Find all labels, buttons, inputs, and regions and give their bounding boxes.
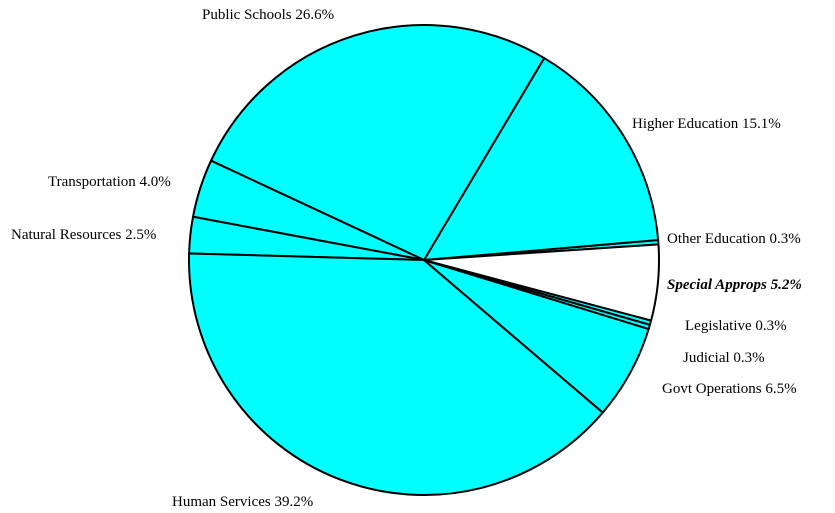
slice-label-human-services: Human Services 39.2% — [172, 494, 313, 510]
slice-label-natural-resources: Natural Resources 2.5% — [11, 227, 156, 243]
pie-slices — [188, 24, 660, 496]
slice-label-public-schools: Public Schools 26.6% — [202, 7, 334, 23]
pie-slice-higher-education — [423, 57, 660, 261]
slice-label-special-approps: Special Approps 5.2% — [667, 277, 802, 293]
pie-slice-human-services — [188, 252, 604, 496]
slice-label-transportation: Transportation 4.0% — [48, 174, 171, 190]
slice-label-higher-education: Higher Education 15.1% — [632, 116, 781, 132]
slice-label-legislative: Legislative 0.3% — [685, 318, 787, 334]
slice-label-other-education: Other Education 0.3% — [667, 231, 801, 247]
pie-slice-public-schools — [210, 24, 546, 261]
pie-slice-special-approps — [423, 243, 660, 322]
slice-label-govt-operations: Govt Operations 6.5% — [662, 381, 797, 397]
pie-labels: Other Education 0.3% Higher Education 15.… — [11, 7, 802, 510]
slice-label-judicial: Judicial 0.3% — [683, 350, 765, 366]
